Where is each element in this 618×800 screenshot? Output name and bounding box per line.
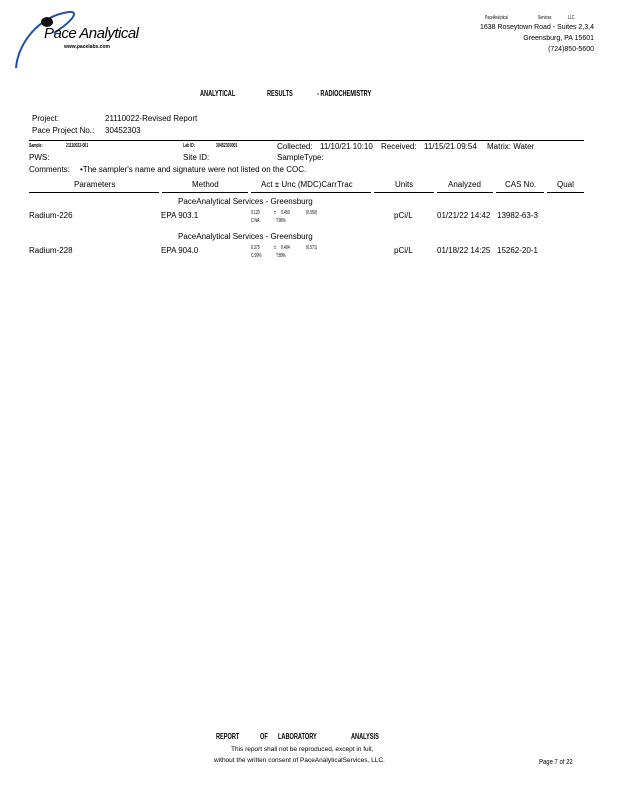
carrier: C:NA	[251, 218, 260, 224]
lab-group: PaceAnalytical Services - Greensburg	[178, 232, 313, 241]
header-analyzed: Analyzed	[448, 180, 481, 189]
address-line-2: Greensburg, PA 15601	[523, 35, 594, 42]
mdc: (0.571)	[306, 245, 318, 251]
activity: 0.375	[251, 245, 260, 251]
parameter: Radium-226	[29, 211, 73, 220]
title-analytical: ANALYTICAL	[200, 89, 236, 98]
lab-group: PaceAnalytical Services - Greensburg	[178, 197, 313, 206]
header-method: Method	[192, 180, 219, 189]
uncertainty: 0.450	[281, 210, 290, 216]
comments-label: Comments:	[29, 165, 70, 174]
received-label: Received:	[381, 142, 417, 151]
units: pCi/L	[394, 211, 413, 220]
header-activity: Act ± Unc (MDC)CarrTrac	[261, 180, 353, 189]
uncertainty: 0.404	[281, 245, 290, 251]
tracer: T:89%	[276, 253, 286, 259]
pws-label: PWS:	[29, 153, 50, 162]
mdc: (0.550)	[306, 210, 318, 216]
footer-title-of: OF	[260, 732, 268, 741]
parameter: Radium-228	[29, 246, 73, 255]
header-units: Units	[395, 180, 414, 189]
divider	[29, 140, 584, 141]
footer-disclaimer-2: without the written consent of PaceAnaly…	[214, 757, 385, 764]
logo-text: Pace Analytical	[44, 25, 139, 42]
lab-id-label: Lab ID:	[183, 143, 195, 149]
analyzed: 01/21/22 14:42	[437, 211, 491, 220]
project-label: Project:	[32, 114, 60, 123]
page-number: Page 7 of 22	[539, 759, 573, 766]
company-name: PaceAnalytical	[485, 15, 508, 21]
method: EPA 903.1	[161, 211, 199, 220]
header-parameters: Parameters	[74, 180, 116, 189]
units: pCi/L	[394, 246, 413, 255]
header-cas: CAS No.	[505, 180, 537, 189]
footer-title-laboratory: LABORATORY	[278, 732, 317, 741]
sample-value: 21110022-001	[66, 143, 89, 149]
footer-disclaimer-1: This report shall not be reproduced, exc…	[231, 746, 374, 753]
lab-id-value: 30452303001	[216, 143, 238, 149]
footer-title-report: REPORT	[216, 732, 240, 741]
received-value: 11/15/21 09:54	[424, 142, 477, 151]
carrier: C:99%	[251, 253, 262, 259]
company-name-3: LLC	[568, 15, 575, 21]
company-name-2: Services	[538, 15, 552, 21]
matrix: Matrix: Water	[487, 142, 535, 151]
sample-label: Sample:	[29, 143, 43, 149]
cas-no: 13982-63-3	[497, 211, 538, 220]
footer-title-analysis: ANALYSIS	[351, 732, 379, 741]
comments-value: •The sampler's name and signature were n…	[80, 165, 307, 174]
project-no-value: 30452303	[105, 126, 141, 135]
title-radiochemistry: - RADIOCHEMISTRY	[317, 89, 372, 98]
analyzed: 01/18/22 14:25	[437, 246, 491, 255]
cas-no: 15262-20-1	[497, 246, 538, 255]
project-no-label: Pace Project No.:	[32, 126, 95, 135]
sampletype-label: SampleType:	[277, 153, 324, 162]
project-value: 21110022-Revised Report	[105, 114, 198, 123]
logo-url: www.pacelabs.com	[64, 44, 110, 50]
collected-label: Collected:	[277, 142, 313, 151]
tracer: T:96%	[276, 218, 286, 224]
method: EPA 904.0	[161, 246, 199, 255]
address-line-1: 1638 Roseytown Road - Suites 2,3,4	[479, 24, 594, 31]
collected-value: 11/10/21 10:10	[320, 142, 373, 151]
site-id-label: Site ID:	[183, 153, 210, 162]
header-qual: Qual	[557, 180, 574, 189]
plus-minus: ±	[274, 210, 276, 216]
phone: (724)850-5600	[548, 46, 594, 53]
title-results: RESULTS	[267, 89, 293, 98]
plus-minus: ±	[274, 245, 276, 251]
activity: 0.120	[251, 210, 260, 216]
pace-logo	[15, 10, 75, 69]
